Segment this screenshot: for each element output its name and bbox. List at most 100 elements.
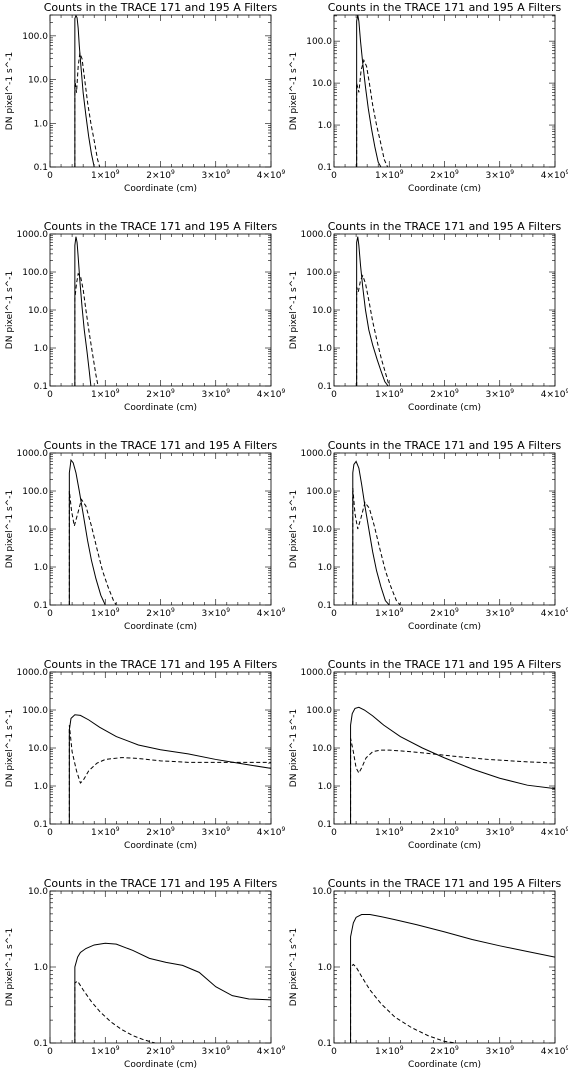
- y-tick-label: 0.1: [34, 1039, 48, 1049]
- x-tick-label: 0: [47, 390, 53, 400]
- x-tick-label: 4×109: [257, 607, 286, 619]
- x-tick-label: 0: [331, 390, 337, 400]
- y-tick-label: 0.1: [318, 382, 332, 392]
- x-tick-label: 3×109: [485, 388, 514, 400]
- chart-title: Counts in the TRACE 171 and 195 A Filter…: [44, 877, 278, 890]
- y-tick-label: 1.0: [318, 121, 333, 131]
- x-tick-label: 2×109: [430, 169, 459, 181]
- x-tick-label: 2×109: [430, 607, 459, 619]
- y-tick-label: 10.0: [28, 525, 48, 535]
- y-axis-label: DN pixel^-1 s^-1: [289, 52, 299, 130]
- y-tick-label: 100.0: [306, 706, 332, 716]
- x-tick-label: 4×109: [541, 388, 568, 400]
- y-tick-label: 100.0: [22, 32, 48, 42]
- series-solid-line: [350, 706, 555, 824]
- x-tick-label: 3×109: [201, 607, 230, 619]
- y-tick-label: 1.0: [34, 344, 49, 354]
- x-tick-label: 0: [47, 609, 53, 619]
- y-axis-label: DN pixel^-1 s^-1: [5, 52, 15, 130]
- series-dashed-line: [74, 272, 99, 386]
- x-tick-label: 2×109: [430, 1045, 459, 1057]
- y-tick-label: 100.0: [306, 37, 332, 47]
- y-tick-label: 0.1: [34, 601, 48, 611]
- y-tick-label: 0.1: [318, 601, 332, 611]
- x-tick-label: 4×109: [541, 826, 568, 838]
- series-solid-line: [352, 460, 390, 605]
- chart-panel: Counts in the TRACE 171 and 195 A Filter…: [5, 220, 285, 413]
- y-tick-label: 10.0: [312, 525, 332, 535]
- chart-title: Counts in the TRACE 171 and 195 A Filter…: [44, 439, 278, 452]
- plot-frame: [333, 890, 556, 1044]
- y-tick-label: 10.0: [312, 306, 332, 316]
- y-tick-label: 0.1: [34, 820, 48, 830]
- series-dashed-line: [356, 58, 389, 167]
- y-tick-label: 1.0: [34, 782, 49, 792]
- series-dashed-line: [74, 980, 156, 1043]
- y-axis-label: DN pixel^-1 s^-1: [289, 490, 299, 568]
- x-axis-label: Coordinate (cm): [408, 403, 481, 413]
- series-dashed-line: [356, 274, 390, 386]
- x-tick-label: 1×109: [91, 388, 120, 400]
- chart-title: Counts in the TRACE 171 and 195 A Filter…: [328, 1, 562, 14]
- x-tick-label: 0: [331, 1047, 337, 1057]
- plot-frame: [333, 452, 556, 606]
- x-axis-label: Coordinate (cm): [408, 1060, 481, 1070]
- y-tick-label: 100.0: [22, 268, 48, 278]
- x-tick-label: 1×109: [91, 607, 120, 619]
- x-tick-label: 1×109: [91, 1045, 120, 1057]
- chart-title: Counts in the TRACE 171 and 195 A Filter…: [44, 658, 278, 671]
- y-tick-label: 100.0: [22, 706, 48, 716]
- plot-frame: [333, 233, 556, 387]
- x-tick-label: 0: [331, 171, 337, 181]
- chart-panel: Counts in the TRACE 171 and 195 A Filter…: [289, 220, 568, 413]
- x-axis-label: Coordinate (cm): [408, 184, 481, 194]
- y-axis-label: DN pixel^-1 s^-1: [289, 709, 299, 787]
- x-tick-label: 4×109: [257, 169, 286, 181]
- chart-panel: Counts in the TRACE 171 and 195 A Filter…: [5, 658, 285, 851]
- series-dashed-line: [352, 487, 401, 605]
- y-tick-label: 100.0: [306, 487, 332, 497]
- x-tick-label: 1×109: [91, 826, 120, 838]
- chart-panel: Counts in the TRACE 171 and 195 A Filter…: [289, 877, 568, 1070]
- chart-title: Counts in the TRACE 171 and 195 A Filter…: [328, 220, 562, 233]
- x-tick-label: 4×109: [257, 388, 286, 400]
- x-tick-label: 1×109: [91, 169, 120, 181]
- x-tick-label: 1×109: [375, 169, 404, 181]
- y-tick-label: 10.0: [28, 744, 48, 754]
- series-dashed-line: [68, 725, 271, 824]
- y-tick-label: 1.0: [318, 963, 333, 973]
- chart-panel: Counts in the TRACE 171 and 195 A Filter…: [5, 439, 285, 632]
- x-tick-label: 0: [47, 1047, 53, 1057]
- x-axis-label: Coordinate (cm): [408, 841, 481, 851]
- x-tick-label: 4×109: [541, 169, 568, 181]
- y-axis-label: DN pixel^-1 s^-1: [5, 928, 15, 1006]
- y-tick-label: 1.0: [34, 563, 49, 573]
- x-tick-label: 1×109: [375, 607, 404, 619]
- x-tick-label: 4×109: [257, 1045, 286, 1057]
- plot-frame: [49, 233, 272, 387]
- series-solid-line: [356, 15, 382, 167]
- x-tick-label: 3×109: [201, 388, 230, 400]
- x-tick-label: 3×109: [485, 1045, 514, 1057]
- x-axis-label: Coordinate (cm): [408, 622, 481, 632]
- y-axis-label: DN pixel^-1 s^-1: [5, 709, 15, 787]
- x-axis-label: Coordinate (cm): [124, 403, 197, 413]
- x-tick-label: 2×109: [146, 1045, 175, 1057]
- x-axis-label: Coordinate (cm): [124, 184, 197, 194]
- y-tick-label: 1.0: [34, 963, 49, 973]
- y-tick-label: 1000.0: [17, 449, 49, 459]
- chart-panel: Counts in the TRACE 171 and 195 A Filter…: [5, 877, 285, 1070]
- x-tick-label: 4×109: [541, 607, 568, 619]
- y-tick-label: 1.0: [318, 344, 333, 354]
- y-tick-label: 1.0: [318, 782, 333, 792]
- x-tick-label: 0: [47, 171, 53, 181]
- y-tick-label: 1000.0: [301, 449, 333, 459]
- x-tick-label: 3×109: [485, 826, 514, 838]
- y-tick-label: 1000.0: [301, 230, 333, 240]
- series-solid-line: [68, 714, 271, 824]
- y-tick-label: 10.0: [28, 76, 48, 86]
- chart-panel: Counts in the TRACE 171 and 195 A Filter…: [289, 658, 568, 851]
- x-axis-label: Coordinate (cm): [124, 1060, 197, 1070]
- y-tick-label: 10.0: [312, 79, 332, 89]
- series-dashed-line: [68, 490, 117, 605]
